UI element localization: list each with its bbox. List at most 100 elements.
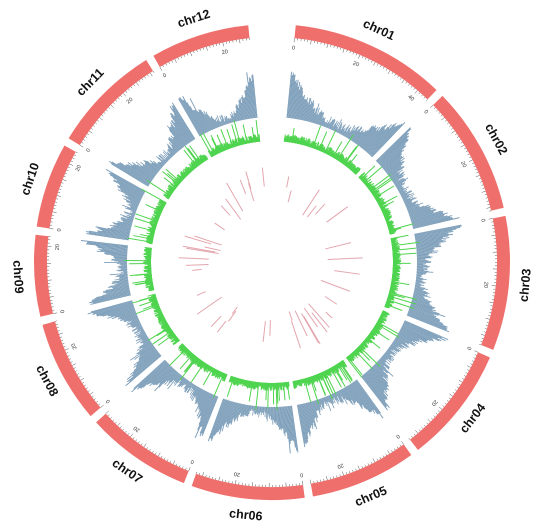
tick-label: 0 (300, 471, 304, 477)
tick-mark (379, 457, 382, 460)
density-bar (168, 148, 175, 156)
density-bar (414, 285, 421, 287)
tick-mark (397, 75, 399, 78)
density-bar (117, 189, 141, 201)
density-bar (263, 406, 265, 415)
density-bar (126, 200, 139, 207)
density-bar (394, 178, 405, 185)
density-bar (126, 319, 140, 326)
density-bar (378, 360, 385, 366)
density-bar (353, 381, 375, 411)
density-bar (345, 130, 351, 138)
density-bar (117, 267, 128, 269)
density-bar (364, 125, 386, 151)
tick-mark (441, 117, 445, 121)
density-bar (305, 104, 311, 122)
density-bar (319, 398, 324, 409)
density-bar (406, 202, 424, 210)
density-bar (416, 270, 429, 272)
variant-spike (205, 155, 209, 160)
density-bar (326, 396, 330, 403)
density-bar (122, 220, 133, 224)
density-bar (351, 126, 362, 142)
density-bar (224, 118, 227, 125)
density-bar (413, 293, 424, 298)
density-bar (375, 362, 384, 371)
density-bar (114, 282, 129, 286)
density-bar (130, 211, 136, 214)
feature-line (325, 311, 333, 319)
density-bar (416, 254, 429, 256)
density-bar (136, 361, 167, 390)
density-bar (130, 215, 135, 218)
density-bar (109, 273, 128, 276)
tick-mark (370, 461, 373, 464)
density-bar (405, 200, 418, 207)
density-bar (318, 398, 322, 405)
density-bar (364, 372, 388, 400)
density-bar (117, 312, 137, 320)
tick-mark (93, 398, 96, 400)
density-bar (312, 108, 318, 123)
tick-mark (427, 418, 431, 422)
tick-mark (485, 318, 490, 320)
density-bar (157, 162, 163, 168)
density-bar (227, 401, 235, 428)
density-bar (179, 378, 186, 387)
density-bar (368, 369, 387, 391)
tick-mark (368, 58, 370, 61)
density-bar (244, 90, 250, 119)
tick-mark (481, 190, 486, 193)
feature-line (226, 182, 244, 212)
tick-mark (149, 448, 151, 451)
density-bar (367, 124, 395, 154)
tick-mark (474, 168, 478, 171)
density-bar (269, 406, 271, 419)
tick-mark (62, 342, 65, 345)
density-bar (129, 212, 136, 215)
tick-mark (421, 94, 423, 97)
density-bar (149, 363, 170, 385)
tick-mark (193, 51, 195, 54)
density-bar (177, 377, 185, 387)
chromosome-label: chr01 (361, 16, 397, 43)
density-bar (389, 346, 398, 352)
tick-mark (471, 360, 474, 362)
density-bar (311, 112, 316, 123)
density-bar (415, 240, 444, 245)
density-bar (170, 115, 190, 143)
density-bar (256, 406, 258, 413)
density-bar (230, 402, 237, 425)
density-bar (342, 388, 350, 402)
tick-mark (119, 426, 122, 429)
density-bar (395, 337, 406, 344)
tick-mark (100, 404, 104, 408)
tick-mark (391, 72, 394, 75)
density-bar (408, 309, 441, 321)
density-bar (403, 322, 442, 342)
density-bar (380, 143, 406, 167)
density-bar (393, 340, 405, 349)
density-bar (142, 164, 157, 176)
variant-spike (258, 134, 261, 142)
tick-mark (484, 194, 487, 196)
density-bar (214, 119, 219, 128)
density-bar (101, 230, 130, 237)
density-bar (233, 403, 240, 422)
density-bar (376, 128, 412, 162)
density-bar (198, 394, 213, 425)
density-bar (120, 314, 137, 322)
density-bar (393, 340, 407, 349)
density-bar (204, 114, 213, 131)
density-bar (222, 400, 231, 426)
density-bar (203, 110, 213, 130)
tick-label: 20 (482, 281, 489, 288)
density-bar (87, 300, 133, 315)
density-bar (416, 267, 428, 270)
tick-mark (67, 166, 70, 169)
tick-mark (165, 63, 167, 66)
density-bar (220, 114, 225, 126)
density-bar (138, 347, 156, 360)
tick-mark (147, 74, 149, 77)
density-bar (416, 265, 430, 267)
